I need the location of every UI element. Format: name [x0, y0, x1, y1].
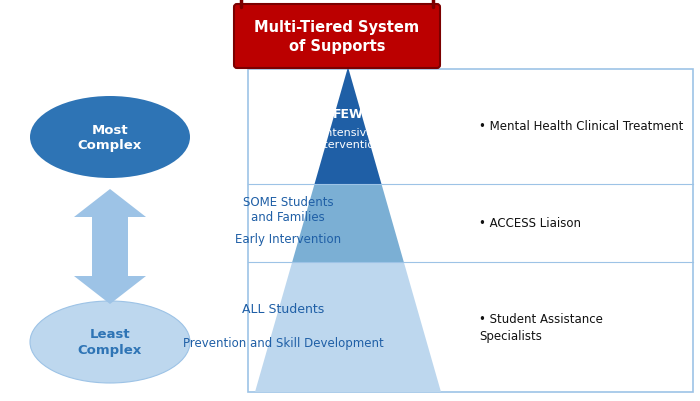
Text: Least
Complex: Least Complex — [78, 328, 142, 356]
Text: SOME Students
and Families: SOME Students and Families — [243, 195, 333, 224]
Text: Prevention and Skill Development: Prevention and Skill Development — [183, 337, 384, 350]
Polygon shape — [74, 190, 146, 304]
Polygon shape — [292, 184, 404, 262]
Polygon shape — [255, 262, 441, 392]
Text: Most
Complex: Most Complex — [78, 123, 142, 152]
FancyBboxPatch shape — [234, 5, 440, 69]
Text: • Student Assistance
Specialists: • Student Assistance Specialists — [480, 312, 603, 342]
Ellipse shape — [30, 301, 190, 383]
Text: ALL Students: ALL Students — [242, 303, 324, 316]
Bar — [248, 70, 693, 392]
Text: • ACCESS Liaison: • ACCESS Liaison — [480, 217, 582, 230]
Text: • Mental Health Clinical Treatment: • Mental Health Clinical Treatment — [480, 120, 684, 133]
Ellipse shape — [30, 97, 190, 178]
Text: Intensive
Intervention: Intensive Intervention — [314, 127, 382, 149]
Text: Early Intervention: Early Intervention — [235, 233, 341, 246]
Text: Multi-Tiered System
of Supports: Multi-Tiered System of Supports — [254, 20, 419, 54]
Polygon shape — [314, 68, 382, 184]
Text: FEW: FEW — [332, 108, 363, 121]
